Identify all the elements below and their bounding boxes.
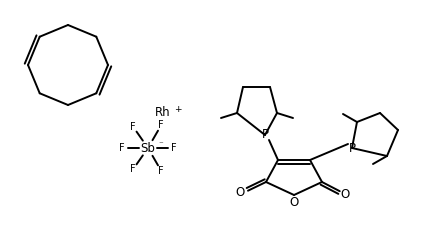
Text: +: + xyxy=(174,104,182,113)
Text: P: P xyxy=(349,141,355,154)
Text: O: O xyxy=(289,196,299,209)
Text: ⁻: ⁻ xyxy=(158,140,163,150)
Text: F: F xyxy=(158,120,164,130)
Text: F: F xyxy=(119,143,125,153)
Text: F: F xyxy=(130,164,136,174)
Text: O: O xyxy=(340,188,350,201)
Text: P: P xyxy=(261,129,268,141)
Text: Rh: Rh xyxy=(155,106,171,120)
Text: O: O xyxy=(235,186,245,199)
Text: F: F xyxy=(171,143,177,153)
Text: F: F xyxy=(130,122,136,132)
Text: F: F xyxy=(158,165,164,175)
Text: Sb: Sb xyxy=(140,141,155,154)
